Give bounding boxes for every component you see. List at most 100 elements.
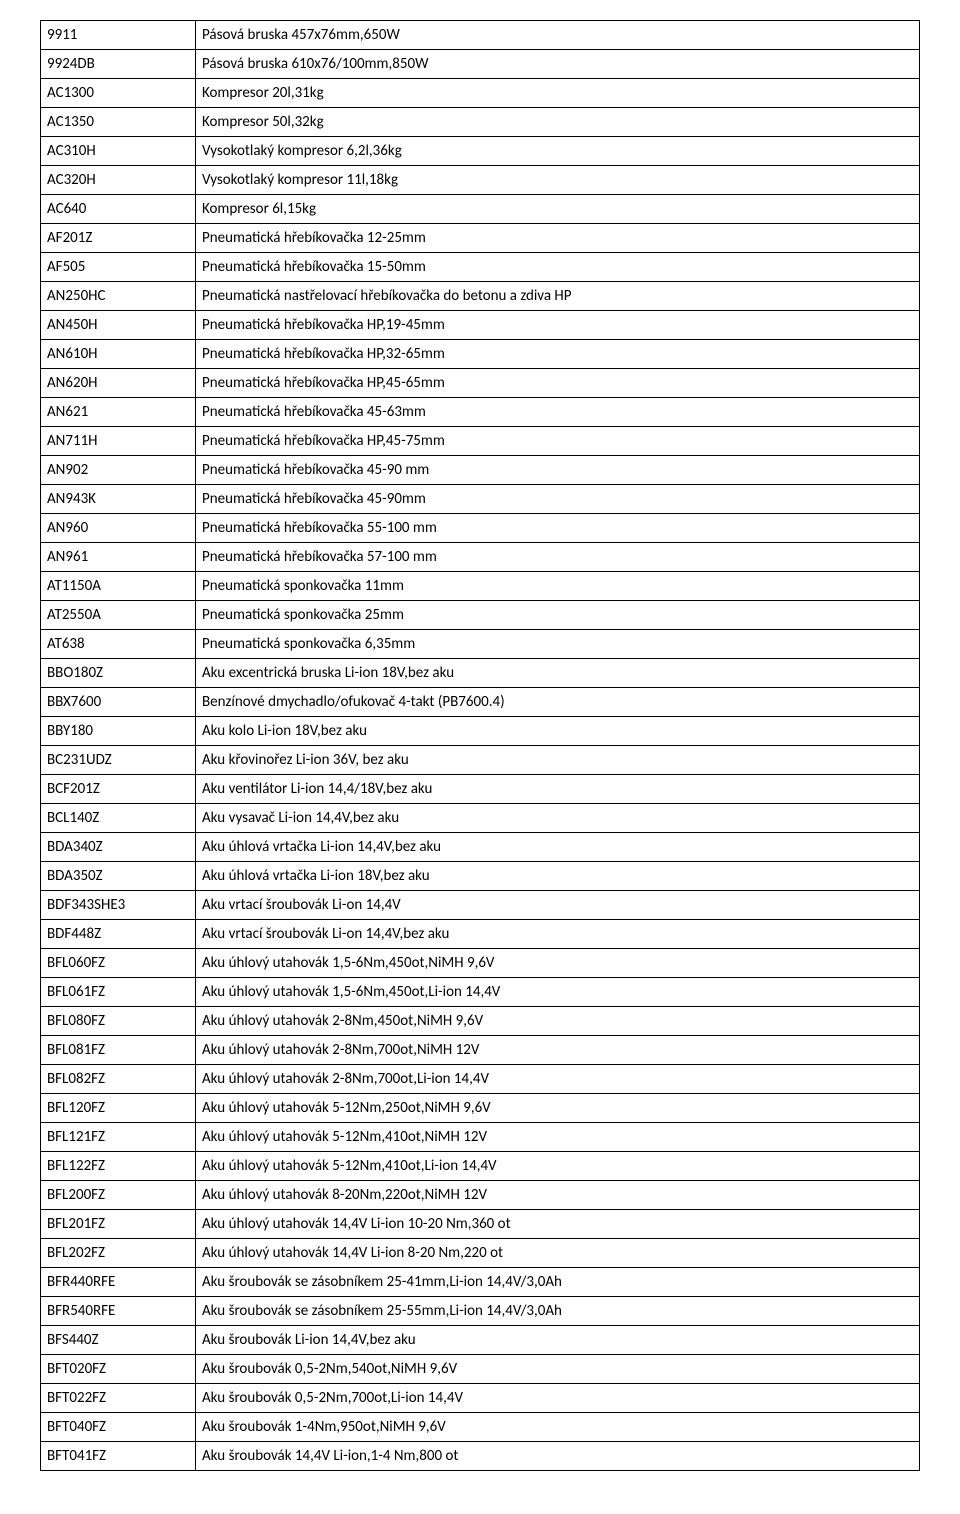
table-row: BFL121FZAku úhlový utahovák 5-12Nm,410ot… xyxy=(41,1123,920,1152)
table-row: BBX7600Benzínové dmychadlo/ofukovač 4-ta… xyxy=(41,688,920,717)
table-row: BBO180ZAku excentrická bruska Li-ion 18V… xyxy=(41,659,920,688)
table-row: BCF201ZAku ventilátor Li-ion 14,4/18V,be… xyxy=(41,775,920,804)
table-row: BFT041FZAku šroubovák 14,4V Li-ion,1-4 N… xyxy=(41,1442,920,1471)
product-table: 9911Pásová bruska 457x76mm,650W9924DBPás… xyxy=(40,20,920,1471)
product-code: AN961 xyxy=(41,543,196,572)
product-description: Aku excentrická bruska Li-ion 18V,bez ak… xyxy=(196,659,920,688)
product-code: BC231UDZ xyxy=(41,746,196,775)
product-description: Aku úhlová vrtačka Li-ion 18V,bez aku xyxy=(196,862,920,891)
table-row: BFL081FZAku úhlový utahovák 2-8Nm,700ot,… xyxy=(41,1036,920,1065)
table-row: AC320HVysokotlaký kompresor 11l,18kg xyxy=(41,166,920,195)
product-description: Aku úhlový utahovák 2-8Nm,700ot,NiMH 12V xyxy=(196,1036,920,1065)
product-code: AN621 xyxy=(41,398,196,427)
product-code: BCL140Z xyxy=(41,804,196,833)
product-code: BDA340Z xyxy=(41,833,196,862)
product-code: BBY180 xyxy=(41,717,196,746)
product-code: AN711H xyxy=(41,427,196,456)
table-row: BFL122FZAku úhlový utahovák 5-12Nm,410ot… xyxy=(41,1152,920,1181)
product-description: Aku šroubovák se zásobníkem 25-41mm,Li-i… xyxy=(196,1268,920,1297)
product-description: Aku šroubovák 14,4V Li-ion,1-4 Nm,800 ot xyxy=(196,1442,920,1471)
table-row: AT1150APneumatická sponkovačka 11mm xyxy=(41,572,920,601)
product-description: Aku šroubovák 0,5-2Nm,540ot,NiMH 9,6V xyxy=(196,1355,920,1384)
product-code: BFL200FZ xyxy=(41,1181,196,1210)
product-description: Pneumatická hřebíkovačka 55-100 mm xyxy=(196,514,920,543)
table-row: BDF343SHE3Aku vrtací šroubovák Li-on 14,… xyxy=(41,891,920,920)
table-row: AC310HVysokotlaký kompresor 6,2l,36kg xyxy=(41,137,920,166)
product-code: BDF343SHE3 xyxy=(41,891,196,920)
table-row: BC231UDZAku křovinořez Li-ion 36V, bez a… xyxy=(41,746,920,775)
product-description: Pneumatická hřebíkovačka 12-25mm xyxy=(196,224,920,253)
product-description: Pneumatická sponkovačka 6,35mm xyxy=(196,630,920,659)
table-row: BDA340ZAku úhlová vrtačka Li-ion 14,4V,b… xyxy=(41,833,920,862)
product-code: AT1150A xyxy=(41,572,196,601)
product-code: BFL122FZ xyxy=(41,1152,196,1181)
product-code: BFL201FZ xyxy=(41,1210,196,1239)
product-code: BFR440RFE xyxy=(41,1268,196,1297)
table-row: AN250HCPneumatická nastřelovací hřebíkov… xyxy=(41,282,920,311)
product-description: Pneumatická hřebíkovačka HP,45-75mm xyxy=(196,427,920,456)
product-description: Pneumatická hřebíkovačka 15-50mm xyxy=(196,253,920,282)
product-code: BBO180Z xyxy=(41,659,196,688)
product-description: Aku kolo Li-ion 18V,bez aku xyxy=(196,717,920,746)
product-code: BFT040FZ xyxy=(41,1413,196,1442)
table-row: AC1300Kompresor 20l,31kg xyxy=(41,79,920,108)
table-row: BFL201FZAku úhlový utahovák 14,4V Li-ion… xyxy=(41,1210,920,1239)
product-code: BDF448Z xyxy=(41,920,196,949)
table-row: AN450HPneumatická hřebíkovačka HP,19-45m… xyxy=(41,311,920,340)
table-row: BFS440ZAku šroubovák Li-ion 14,4V,bez ak… xyxy=(41,1326,920,1355)
product-description: Pásová bruska 457x76mm,650W xyxy=(196,21,920,50)
product-description: Aku křovinořez Li-ion 36V, bez aku xyxy=(196,746,920,775)
table-row: BBY180Aku kolo Li-ion 18V,bez aku xyxy=(41,717,920,746)
product-description: Kompresor 50l,32kg xyxy=(196,108,920,137)
table-row: AF505Pneumatická hřebíkovačka 15-50mm xyxy=(41,253,920,282)
product-description: Aku šroubovák se zásobníkem 25-55mm,Li-i… xyxy=(196,1297,920,1326)
product-description: Aku ventilátor Li-ion 14,4/18V,bez aku xyxy=(196,775,920,804)
product-code: AC320H xyxy=(41,166,196,195)
product-code: 9924DB xyxy=(41,50,196,79)
product-code: AN960 xyxy=(41,514,196,543)
product-description: Aku úhlový utahovák 1,5-6Nm,450ot,Li-ion… xyxy=(196,978,920,1007)
product-code: AF201Z xyxy=(41,224,196,253)
product-code: AN250HC xyxy=(41,282,196,311)
product-description: Aku šroubovák Li-ion 14,4V,bez aku xyxy=(196,1326,920,1355)
product-code: AN610H xyxy=(41,340,196,369)
product-code: BFL081FZ xyxy=(41,1036,196,1065)
product-code: AN902 xyxy=(41,456,196,485)
table-row: AT638Pneumatická sponkovačka 6,35mm xyxy=(41,630,920,659)
product-code: AT2550A xyxy=(41,601,196,630)
table-row: BFT020FZAku šroubovák 0,5-2Nm,540ot,NiMH… xyxy=(41,1355,920,1384)
product-description: Kompresor 20l,31kg xyxy=(196,79,920,108)
product-code: AC1350 xyxy=(41,108,196,137)
product-code: AC1300 xyxy=(41,79,196,108)
table-row: AF201ZPneumatická hřebíkovačka 12-25mm xyxy=(41,224,920,253)
product-code: BFT022FZ xyxy=(41,1384,196,1413)
product-description: Aku vrtací šroubovák Li-on 14,4V xyxy=(196,891,920,920)
product-code: BFL060FZ xyxy=(41,949,196,978)
product-code: BFL120FZ xyxy=(41,1094,196,1123)
product-description: Aku úhlový utahovák 8-20Nm,220ot,NiMH 12… xyxy=(196,1181,920,1210)
product-description: Aku úhlový utahovák 5-12Nm,410ot,Li-ion … xyxy=(196,1152,920,1181)
table-row: BFL082FZAku úhlový utahovák 2-8Nm,700ot,… xyxy=(41,1065,920,1094)
product-code: BFR540RFE xyxy=(41,1297,196,1326)
product-description: Pneumatická hřebíkovačka 57-100 mm xyxy=(196,543,920,572)
product-description: Aku šroubovák 0,5-2Nm,700ot,Li-ion 14,4V xyxy=(196,1384,920,1413)
table-row: BCL140ZAku vysavač Li-ion 14,4V,bez aku xyxy=(41,804,920,833)
product-description: Aku šroubovák 1-4Nm,950ot,NiMH 9,6V xyxy=(196,1413,920,1442)
product-description: Aku úhlový utahovák 5-12Nm,250ot,NiMH 9,… xyxy=(196,1094,920,1123)
product-description: Aku úhlový utahovák 14,4V Li-ion 8-20 Nm… xyxy=(196,1239,920,1268)
table-row: AN902Pneumatická hřebíkovačka 45-90 mm xyxy=(41,456,920,485)
product-code: BFL080FZ xyxy=(41,1007,196,1036)
product-description: Pneumatická sponkovačka 11mm xyxy=(196,572,920,601)
product-code: BFL121FZ xyxy=(41,1123,196,1152)
product-description: Pásová bruska 610x76/100mm,850W xyxy=(196,50,920,79)
product-code: BFL202FZ xyxy=(41,1239,196,1268)
table-row: BFT040FZAku šroubovák 1-4Nm,950ot,NiMH 9… xyxy=(41,1413,920,1442)
product-code: BFS440Z xyxy=(41,1326,196,1355)
table-row: BFL060FZAku úhlový utahovák 1,5-6Nm,450o… xyxy=(41,949,920,978)
product-code: BFT041FZ xyxy=(41,1442,196,1471)
table-row: BFL202FZAku úhlový utahovák 14,4V Li-ion… xyxy=(41,1239,920,1268)
product-description: Pneumatická hřebíkovačka HP,19-45mm xyxy=(196,311,920,340)
product-description: Pneumatická hřebíkovačka HP,45-65mm xyxy=(196,369,920,398)
product-description: Aku vrtací šroubovák Li-on 14,4V,bez aku xyxy=(196,920,920,949)
product-code: AN943K xyxy=(41,485,196,514)
